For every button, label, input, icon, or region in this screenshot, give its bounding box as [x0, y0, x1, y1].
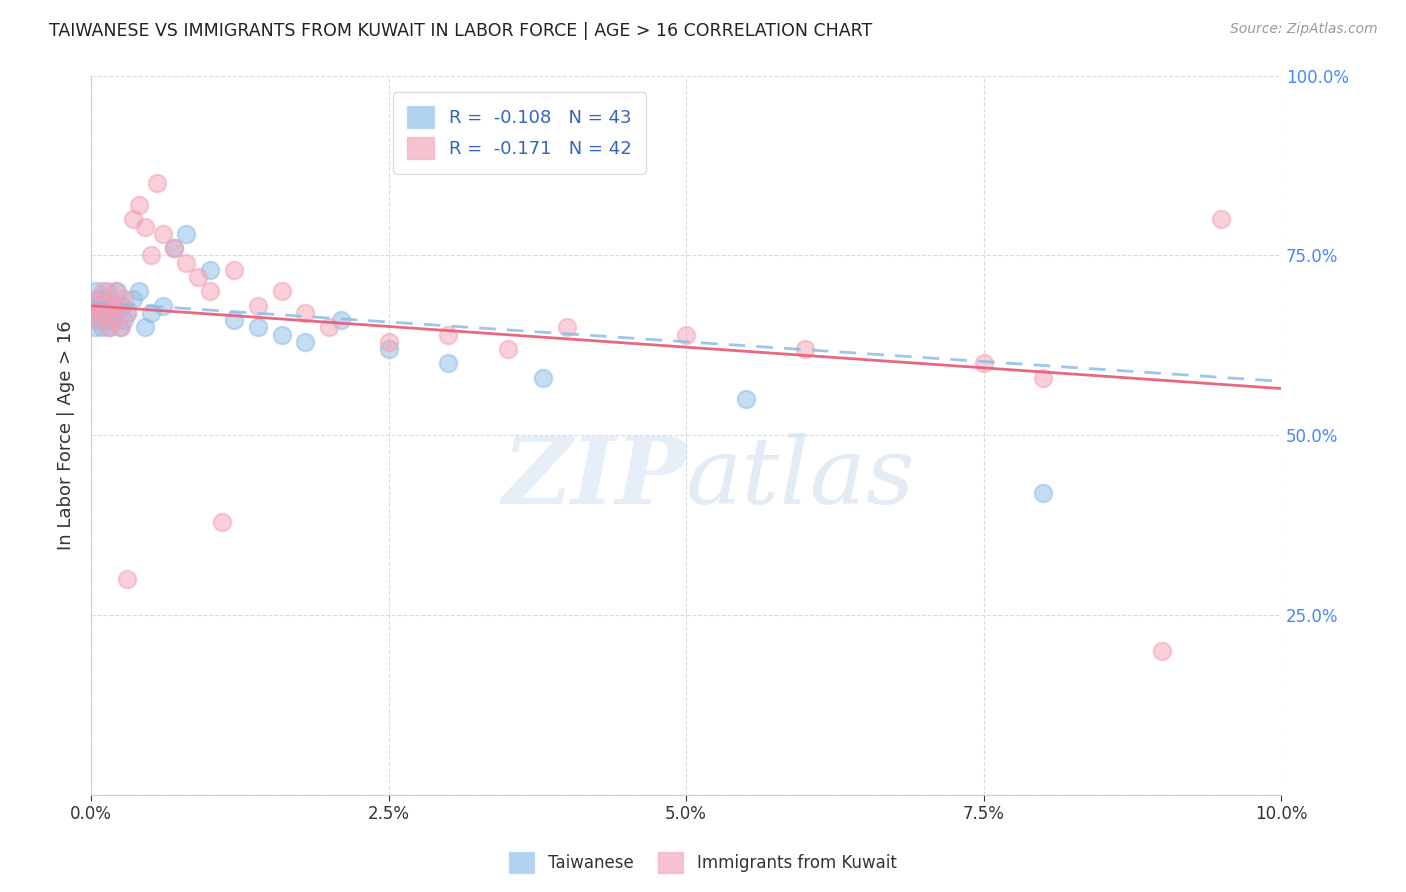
Point [101, 313, 124, 327]
Point [163, 241, 186, 255]
Point [139, 306, 162, 320]
Point [115, 306, 138, 320]
Point [97, 313, 120, 327]
Point [87, 313, 110, 327]
Point [128, 198, 150, 212]
Point [176, 255, 198, 269]
Point [145, 177, 167, 191]
Point [496, 342, 519, 356]
Point [83, 299, 105, 313]
Point [330, 313, 353, 327]
Point [555, 320, 578, 334]
Text: TAIWANESE VS IMMIGRANTS FROM KUWAIT IN LABOR FORCE | AGE > 16 CORRELATION CHART: TAIWANESE VS IMMIGRANTS FROM KUWAIT IN L… [49, 22, 873, 40]
Point [111, 299, 134, 313]
Point [270, 285, 292, 299]
Point [1211, 212, 1233, 227]
Point [121, 292, 143, 306]
Point [1032, 370, 1054, 384]
Point [98, 299, 121, 313]
Point [270, 327, 292, 342]
Point [121, 212, 143, 227]
Text: atlas: atlas [686, 434, 915, 524]
Point [531, 370, 554, 384]
Point [377, 342, 399, 356]
Point [103, 299, 125, 313]
Text: ZIP: ZIP [502, 434, 686, 524]
Point [675, 327, 697, 342]
Point [90, 306, 112, 320]
Legend: Taiwanese, Immigrants from Kuwait: Taiwanese, Immigrants from Kuwait [503, 846, 903, 880]
Point [90, 299, 112, 313]
Point [114, 313, 136, 327]
Point [84, 313, 107, 327]
Point [973, 356, 995, 370]
Point [115, 572, 138, 586]
Point [318, 320, 340, 334]
Point [105, 285, 128, 299]
Point [152, 227, 174, 241]
Point [97, 320, 120, 334]
Point [90, 320, 112, 334]
Point [294, 334, 316, 349]
Point [139, 248, 162, 262]
Point [437, 356, 460, 370]
Point [134, 219, 156, 234]
Point [211, 515, 233, 529]
Point [101, 313, 124, 327]
Point [108, 320, 131, 334]
Point [1150, 644, 1173, 658]
Point [115, 306, 138, 320]
Point [187, 270, 209, 285]
Point [84, 285, 107, 299]
Point [176, 227, 198, 241]
Point [152, 299, 174, 313]
Point [222, 262, 245, 277]
Point [246, 299, 269, 313]
Point [91, 285, 114, 299]
Point [437, 327, 460, 342]
Point [294, 306, 316, 320]
Point [83, 320, 105, 334]
Point [104, 306, 127, 320]
Point [734, 392, 756, 407]
Text: Source: ZipAtlas.com: Source: ZipAtlas.com [1230, 22, 1378, 37]
Point [86, 292, 108, 306]
Point [94, 306, 117, 320]
Point [128, 285, 150, 299]
Point [80, 306, 103, 320]
Point [87, 292, 110, 306]
Point [94, 306, 117, 320]
Point [794, 342, 817, 356]
Point [98, 299, 121, 313]
Point [104, 285, 127, 299]
Point [163, 241, 186, 255]
Legend: R =  -0.108   N = 43, R =  -0.171   N = 42: R = -0.108 N = 43, R = -0.171 N = 42 [392, 92, 647, 174]
Point [114, 292, 136, 306]
Point [222, 313, 245, 327]
Point [80, 306, 103, 320]
Point [93, 299, 115, 313]
Point [96, 285, 118, 299]
Point [83, 299, 105, 313]
Point [1032, 486, 1054, 500]
Point [377, 334, 399, 349]
Point [91, 292, 114, 306]
Point [100, 306, 122, 320]
Point [246, 320, 269, 334]
Point [89, 299, 111, 313]
Point [98, 320, 121, 334]
Point [105, 299, 128, 313]
Point [198, 262, 221, 277]
Point [198, 285, 221, 299]
Y-axis label: In Labor Force | Age > 16: In Labor Force | Age > 16 [58, 320, 75, 550]
Point [110, 320, 132, 334]
Point [134, 320, 156, 334]
